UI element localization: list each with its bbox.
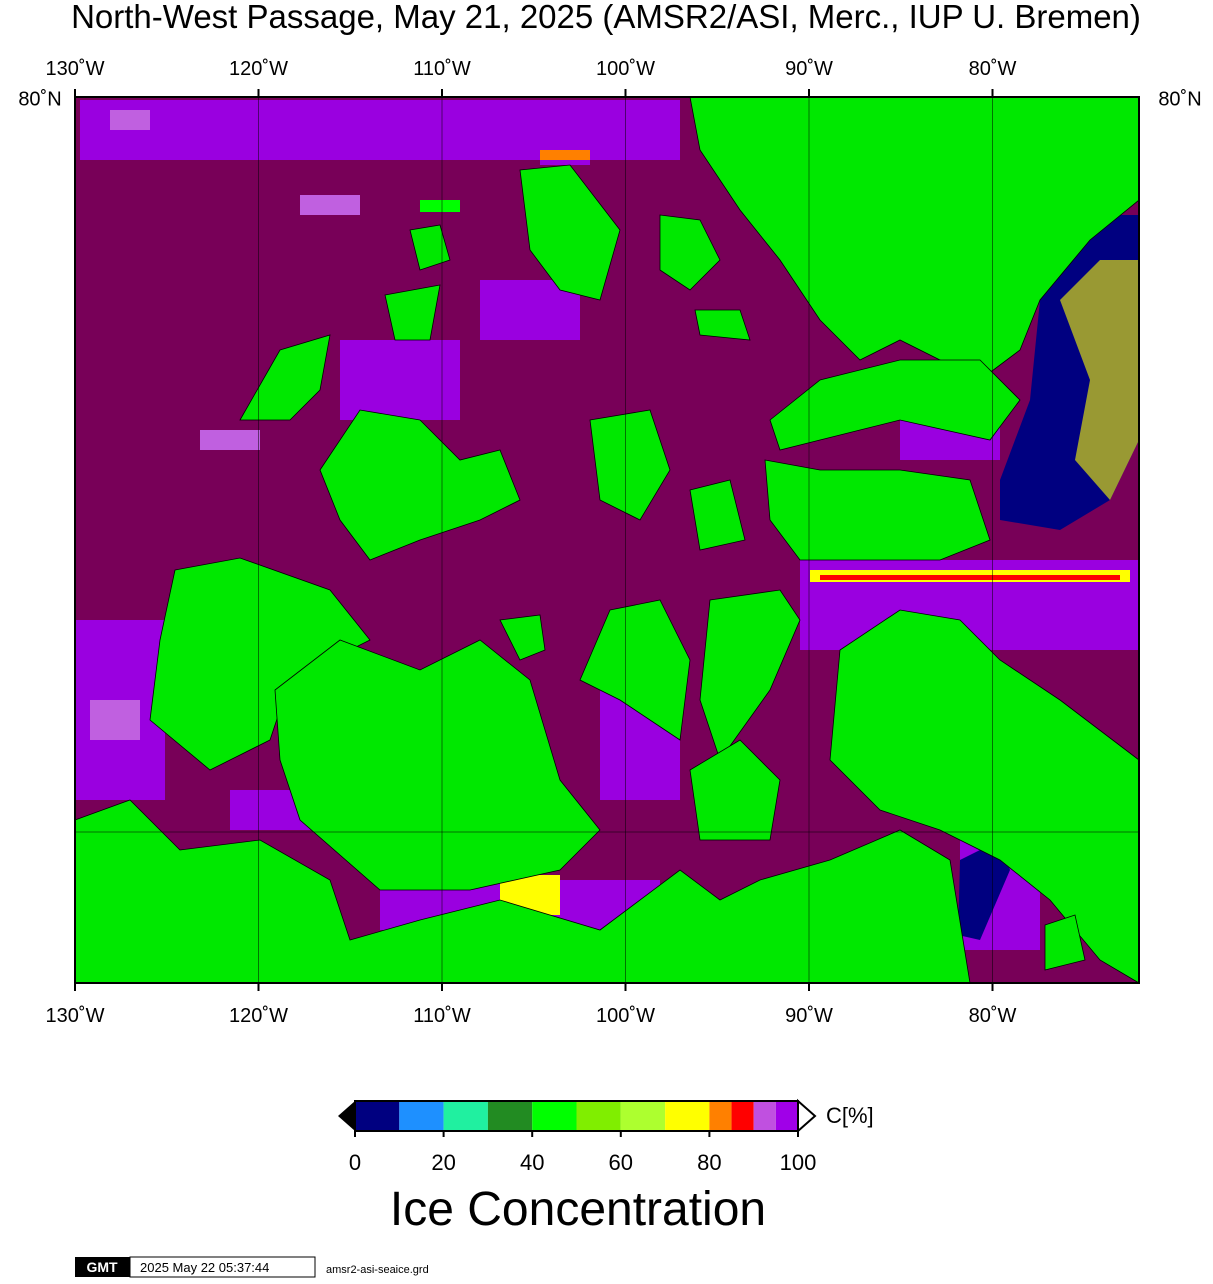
gmt-logo-text: GMT <box>86 1259 118 1275</box>
lon-label: 90˚W <box>785 58 833 80</box>
colorbar-tick-label: 100 <box>780 1150 817 1175</box>
map <box>74 96 1140 984</box>
colorbar-segment <box>731 1101 754 1131</box>
colorbar-over <box>797 1098 817 1134</box>
lon-label: 130˚W <box>46 1005 105 1027</box>
timestamp: 2025 May 22 05:37:44 <box>140 1260 269 1275</box>
colorbar-under <box>338 1101 355 1131</box>
colorbar-tick-label: 0 <box>349 1150 361 1175</box>
colorbar: 0 20 40 60 80 100 <box>338 1098 817 1175</box>
timestamp-box <box>129 1256 316 1278</box>
land <box>74 96 1140 984</box>
lon-label: 120˚W <box>229 58 288 80</box>
lon-label: 110˚W <box>413 58 471 80</box>
colorbar-segment <box>753 1101 776 1131</box>
colorbar-tick-label: 20 <box>431 1150 455 1175</box>
colorbar-segment <box>443 1101 488 1131</box>
lat-label: 80˚N <box>18 88 61 110</box>
lon-label: 100˚W <box>596 58 655 80</box>
colorbar-segment <box>487 1101 533 1131</box>
lat-label: 80˚N <box>1158 88 1201 110</box>
lon-label: 130˚W <box>46 58 105 80</box>
colorbar-segment <box>665 1101 710 1131</box>
colorbar-title: Ice Concentration <box>390 1183 766 1236</box>
lon-label: 80˚W <box>969 1005 1017 1027</box>
frame <box>74 96 1140 984</box>
marginal-ice <box>1060 260 1139 500</box>
colorbar-segment <box>355 1101 400 1131</box>
colorbar-tick-label: 40 <box>520 1150 544 1175</box>
colorbar-frame <box>354 1100 799 1132</box>
colorbar-segment <box>399 1101 444 1131</box>
lon-label: 110˚W <box>413 1005 471 1027</box>
colorbar-tick-label: 80 <box>697 1150 721 1175</box>
lon-label: 80˚W <box>969 58 1017 80</box>
colorbar-tick-label: 60 <box>609 1150 633 1175</box>
lon-label: 120˚W <box>229 1005 288 1027</box>
colorbar-segment <box>709 1101 732 1131</box>
colorbar-segment <box>576 1101 621 1131</box>
colorbar-unit: C[%] <box>826 1103 874 1128</box>
filename: amsr2-asi-seaice.grd <box>326 1264 429 1276</box>
colorbar-segment <box>620 1101 666 1131</box>
open-water <box>958 840 1010 940</box>
colorbar-segment <box>532 1101 577 1131</box>
colorbar-segment <box>775 1101 798 1131</box>
gmt-logo <box>75 1257 130 1277</box>
lon-label: 90˚W <box>785 1005 833 1027</box>
lon-label: 100˚W <box>596 1005 655 1027</box>
title: North-West Passage, May 21, 2025 (AMSR2/… <box>71 0 1141 35</box>
